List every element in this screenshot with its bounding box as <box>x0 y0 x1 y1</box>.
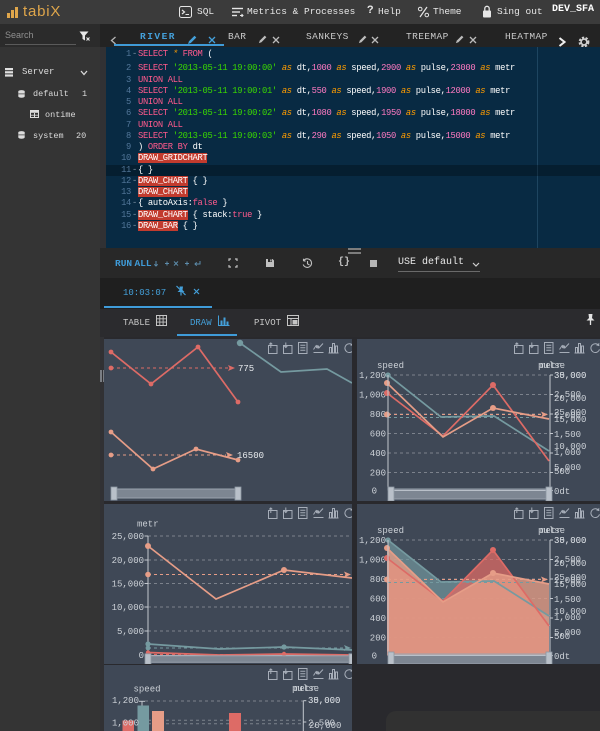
svg-text:0dt: 0dt <box>554 487 570 497</box>
svg-text:10,000: 10,000 <box>554 607 586 617</box>
svg-text:15,000: 15,000 <box>112 579 144 589</box>
svg-text:1,500: 1,500 <box>554 430 581 440</box>
svg-text:1,000: 1,000 <box>112 719 139 729</box>
svg-text:1,000: 1,000 <box>554 448 581 458</box>
svg-text:15,000: 15,000 <box>554 580 586 590</box>
svg-text:400: 400 <box>370 449 386 459</box>
svg-text:600: 600 <box>370 430 386 440</box>
svg-text:20,000: 20,000 <box>554 559 586 569</box>
svg-text:200: 200 <box>370 469 386 479</box>
svg-text:0: 0 <box>139 651 144 661</box>
svg-text:metr: metr <box>540 526 562 536</box>
svg-text:25,000: 25,000 <box>554 573 586 583</box>
svg-text:1,000: 1,000 <box>554 613 581 623</box>
svg-text:2,500: 2,500 <box>554 555 581 565</box>
svg-text:5,000: 5,000 <box>554 628 581 638</box>
svg-text:200: 200 <box>370 633 386 643</box>
svg-text:pulse: pulse <box>538 526 565 536</box>
svg-text:1,000: 1,000 <box>359 391 386 401</box>
svg-text:pulse: pulse <box>292 684 319 694</box>
svg-text:20,000: 20,000 <box>309 721 341 731</box>
svg-text:35,000: 35,000 <box>554 371 586 381</box>
svg-text:0: 0 <box>372 487 377 497</box>
svg-text:35,000: 35,000 <box>554 536 586 546</box>
svg-text:15,000: 15,000 <box>554 415 586 425</box>
svg-text:400: 400 <box>370 614 386 624</box>
svg-text:10,000: 10,000 <box>554 442 586 452</box>
svg-text:500: 500 <box>554 632 570 642</box>
svg-text:2,500: 2,500 <box>554 390 581 400</box>
svg-text:speed: speed <box>134 685 161 695</box>
svg-text:35,000: 35,000 <box>308 696 340 706</box>
svg-text:775: 775 <box>238 364 254 374</box>
svg-text:pulse: pulse <box>538 361 565 371</box>
svg-text:800: 800 <box>370 575 386 585</box>
svg-text:0dt: 0dt <box>554 652 570 662</box>
svg-text:30,000: 30,000 <box>554 371 586 381</box>
svg-text:1,200: 1,200 <box>112 696 139 706</box>
svg-text:speed: speed <box>377 526 404 536</box>
svg-text:2,500: 2,500 <box>308 719 335 729</box>
svg-text:metr: metr <box>137 519 159 529</box>
svg-text:25,000: 25,000 <box>554 408 586 418</box>
svg-text:600: 600 <box>370 594 386 604</box>
svg-text:500: 500 <box>554 467 570 477</box>
svg-text:metr: metr <box>294 684 316 694</box>
svg-text:5,000: 5,000 <box>554 463 581 473</box>
svg-text:800: 800 <box>370 410 386 420</box>
svg-text:0: 0 <box>372 651 377 661</box>
svg-text:20,000: 20,000 <box>554 394 586 404</box>
svg-text:10,000: 10,000 <box>112 603 144 613</box>
svg-text:metr: metr <box>540 361 562 371</box>
svg-text:1,000: 1,000 <box>359 555 386 565</box>
svg-text:16500: 16500 <box>237 451 264 461</box>
svg-text:30,000: 30,000 <box>308 696 340 706</box>
svg-text:1,500: 1,500 <box>554 595 581 605</box>
svg-text:5,000: 5,000 <box>117 627 144 637</box>
svg-text:1,200: 1,200 <box>359 536 386 546</box>
svg-text:2,000: 2,000 <box>554 576 581 586</box>
svg-text:speed: speed <box>377 361 404 371</box>
svg-text:2,000: 2,000 <box>554 411 581 421</box>
svg-text:30,000: 30,000 <box>554 536 586 546</box>
svg-text:25,000: 25,000 <box>112 532 144 542</box>
svg-text:20,000: 20,000 <box>112 556 144 566</box>
svg-text:1,200: 1,200 <box>359 371 386 381</box>
